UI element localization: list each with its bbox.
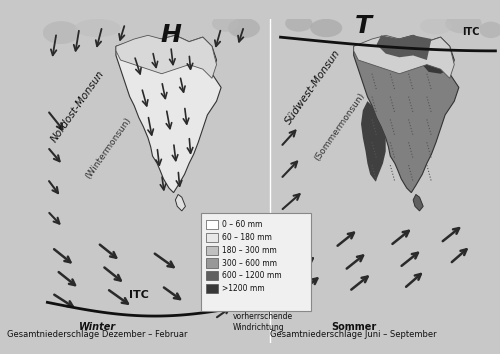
Bar — [206, 246, 218, 255]
Polygon shape — [43, 19, 262, 343]
Text: Südwest-Monsun: Südwest-Monsun — [283, 48, 342, 126]
Text: (Wintermonsun): (Wintermonsun) — [84, 116, 134, 181]
Text: Gesamtniederschläge Dezember – Februar: Gesamtniederschläge Dezember – Februar — [8, 330, 188, 339]
Bar — [206, 284, 218, 293]
Text: Nordost-Monsun: Nordost-Monsun — [49, 69, 106, 144]
Text: Sommer: Sommer — [331, 322, 376, 332]
Text: 60 – 180 mm: 60 – 180 mm — [222, 233, 272, 242]
Polygon shape — [376, 35, 432, 60]
Text: Winter: Winter — [79, 322, 116, 332]
Polygon shape — [418, 37, 450, 74]
Ellipse shape — [228, 18, 260, 38]
Text: vorherrschende
Windrichtung: vorherrschende Windrichtung — [233, 312, 293, 332]
Text: 600 – 1200 mm: 600 – 1200 mm — [222, 271, 282, 280]
Ellipse shape — [420, 18, 452, 34]
Bar — [206, 258, 218, 268]
Text: 300 – 600 mm: 300 – 600 mm — [222, 258, 277, 268]
Text: >1200 mm: >1200 mm — [222, 284, 264, 293]
Text: H: H — [160, 23, 182, 47]
Text: ITC: ITC — [462, 27, 479, 37]
Bar — [206, 233, 218, 242]
Text: 0 – 60 mm: 0 – 60 mm — [222, 220, 262, 229]
Polygon shape — [361, 101, 386, 182]
Ellipse shape — [445, 13, 482, 34]
Bar — [206, 220, 218, 229]
Polygon shape — [116, 35, 216, 78]
Text: ITC: ITC — [129, 290, 148, 300]
Bar — [206, 271, 218, 280]
Ellipse shape — [310, 19, 342, 37]
Polygon shape — [354, 35, 454, 78]
Text: T: T — [354, 13, 372, 38]
Text: 180 – 300 mm: 180 – 300 mm — [222, 246, 277, 255]
Polygon shape — [276, 19, 500, 343]
Polygon shape — [354, 35, 459, 193]
Polygon shape — [116, 35, 221, 193]
Polygon shape — [413, 194, 423, 211]
Text: (Sommermonsun): (Sommermonsun) — [313, 91, 367, 162]
Ellipse shape — [480, 22, 500, 38]
Polygon shape — [176, 194, 186, 211]
Ellipse shape — [43, 21, 80, 44]
Polygon shape — [201, 213, 310, 312]
Text: Gesamtniederschläge Juni – September: Gesamtniederschläge Juni – September — [270, 330, 437, 339]
Ellipse shape — [285, 15, 312, 32]
Ellipse shape — [212, 15, 240, 32]
Ellipse shape — [75, 19, 120, 37]
